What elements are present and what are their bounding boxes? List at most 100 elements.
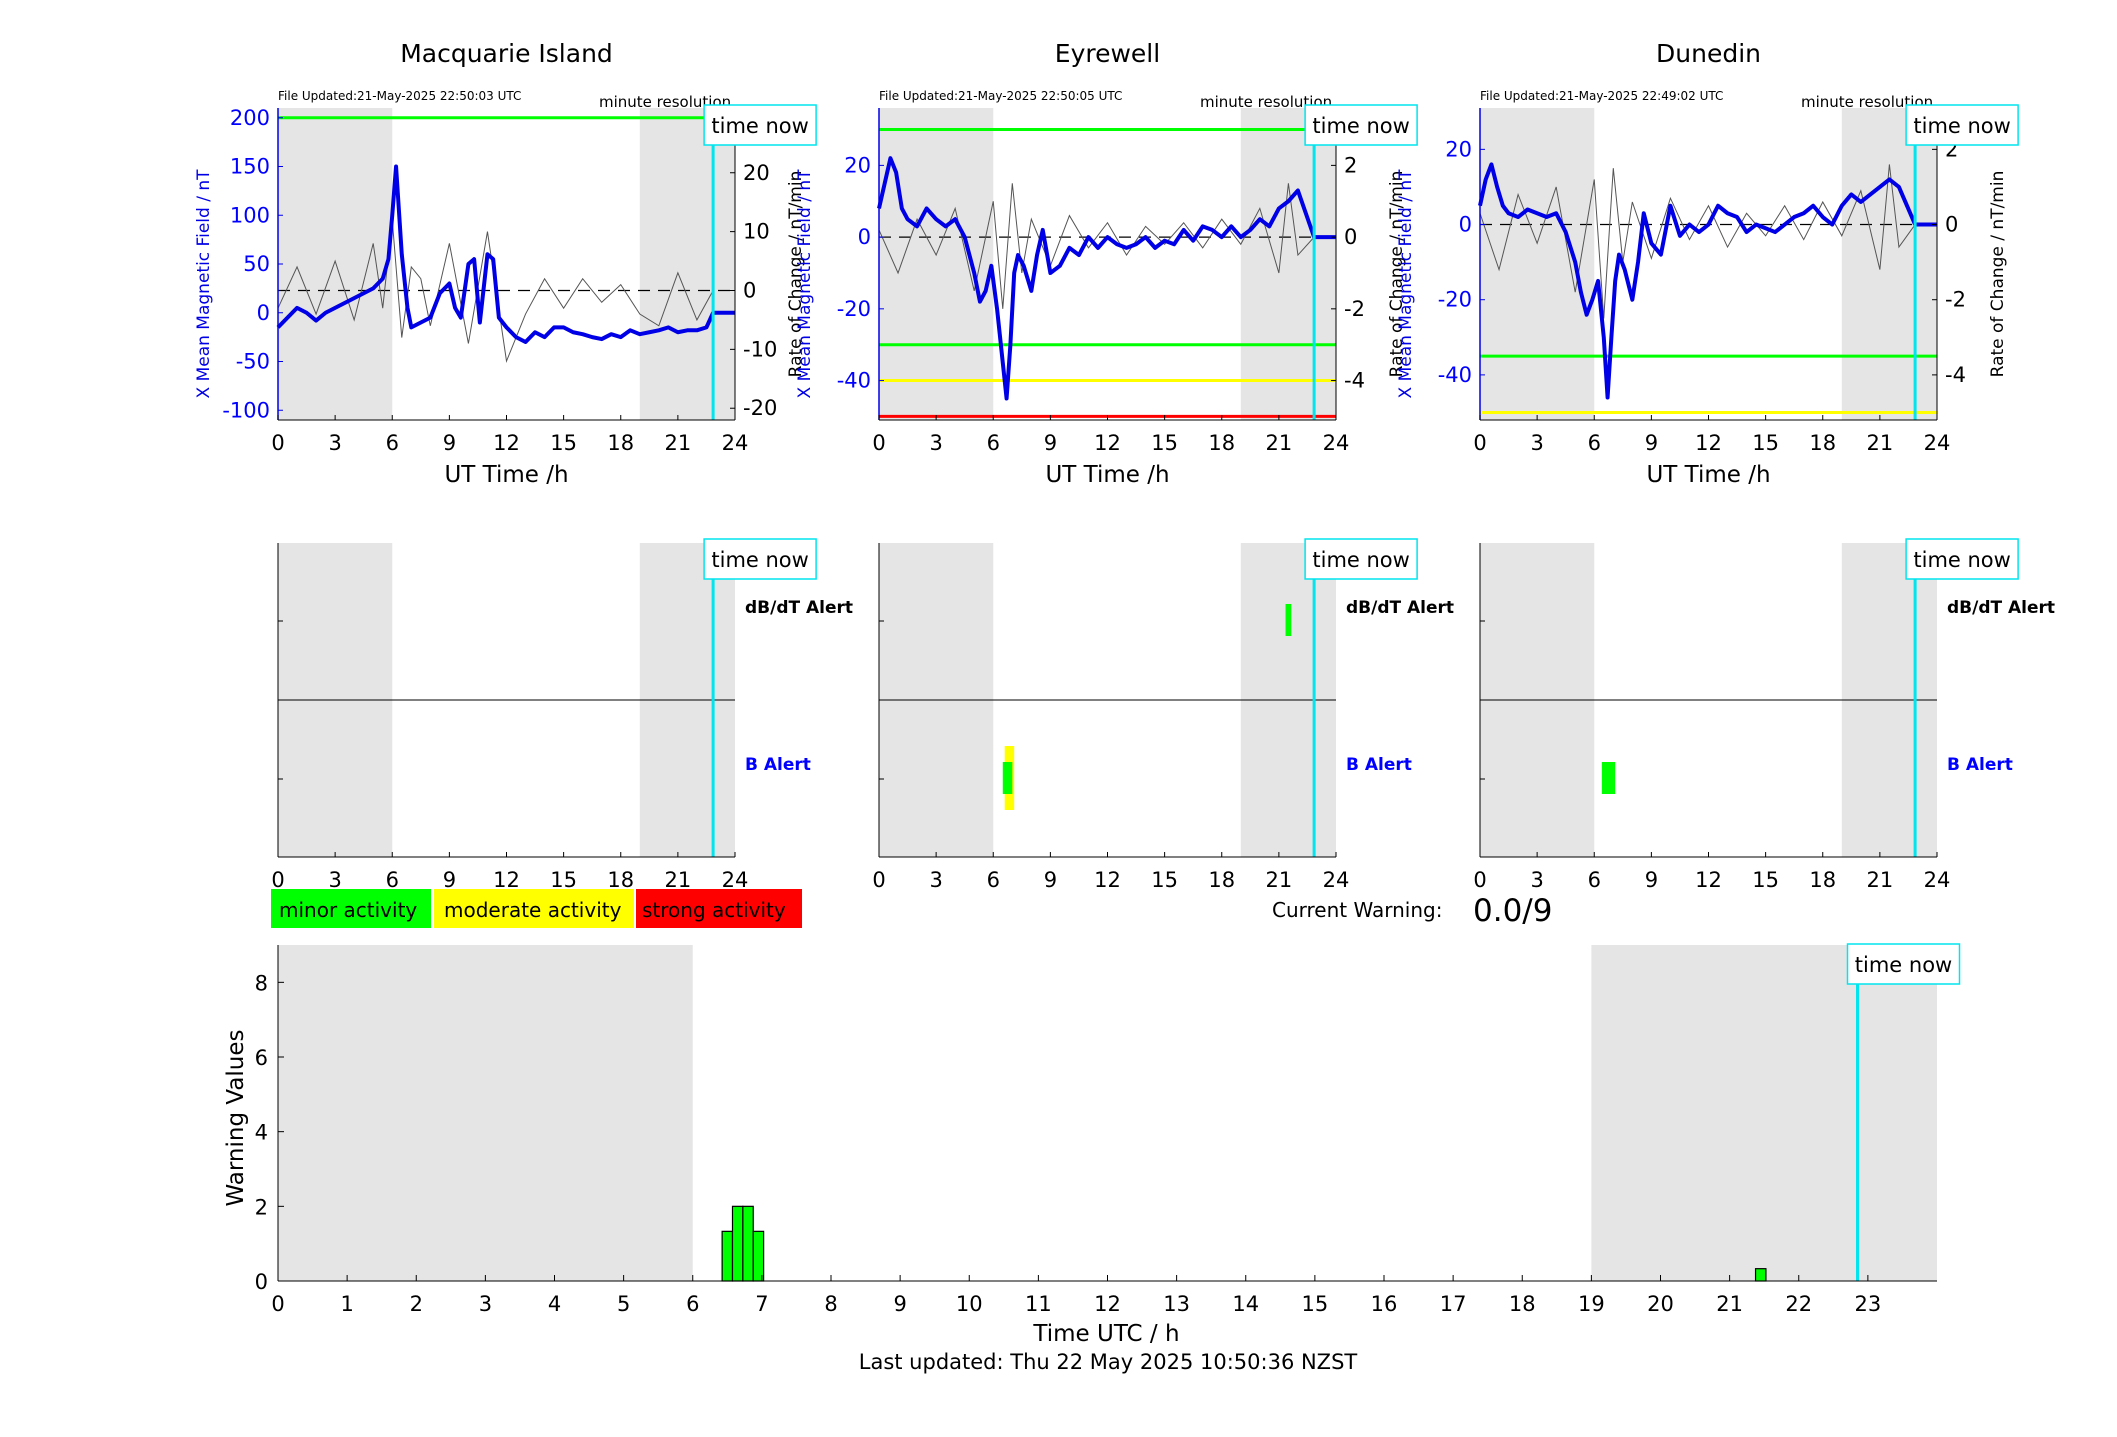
x-tick-label: 24 — [722, 868, 749, 892]
y2-tick-label: -4 — [1344, 369, 1365, 393]
x-mean-field-series — [1478, 162, 1937, 400]
x-tick-label: 21 — [665, 868, 692, 892]
x-tick-label: 18 — [607, 431, 634, 455]
current-warning-label: Current Warning: — [1272, 898, 1442, 922]
alert-plot-3: 0 3 6 9 12 15 18 21 24 dB/dT Alert B Alert time now — [1473, 538, 2055, 892]
x-tick-label: 18 — [1208, 431, 1235, 455]
x-tick-label: 3 — [929, 868, 942, 892]
x-tick-label: 6 — [987, 431, 1000, 455]
x-tick-label: 9 — [1645, 431, 1658, 455]
station-title: Eyrewell — [1055, 39, 1160, 68]
x-tick-label: 24 — [1924, 868, 1951, 892]
y-tick-label: 50 — [243, 252, 270, 276]
y-axis-label: X Mean Magnetic Field / nT — [1396, 169, 1416, 399]
warning-bar — [731, 1205, 744, 1282]
x-tick-label: 22 — [1785, 1292, 1812, 1316]
night-shade — [1591, 945, 1937, 1281]
x-tick-label: 12 — [1695, 431, 1722, 455]
x-tick-label: 6 — [386, 868, 399, 892]
y-tick-label: 2 — [255, 1195, 268, 1219]
y2-axis-label: Rate of Change / nT/min — [1988, 171, 2008, 378]
dbdt-alert-bar — [1285, 604, 1292, 636]
x-tick-label: 21 — [665, 431, 692, 455]
legend-strong-label: strong activity — [642, 898, 786, 922]
rate-of-change-series — [878, 183, 1315, 309]
legend-strong-swatch — [636, 889, 802, 928]
legend-moderate-label: moderate activity — [444, 898, 622, 922]
x-tick-label: 21 — [1266, 431, 1293, 455]
x-tick-label: 24 — [1323, 431, 1350, 455]
time-now-label: time now — [1312, 114, 1409, 138]
y-tick-label: 200 — [230, 106, 270, 130]
y2-tick-label: 10 — [743, 220, 770, 244]
x-tick-label: 3 — [1530, 431, 1543, 455]
y-axis-label: Warning Values — [223, 1029, 249, 1206]
y2-tick-label: 0 — [1945, 213, 1958, 237]
legend-moderate-swatch — [434, 889, 634, 928]
y-tick-label: -40 — [837, 369, 871, 393]
x-tick-label: 21 — [1867, 431, 1894, 455]
x-tick-label: 9 — [1044, 868, 1057, 892]
y-tick-label: -50 — [236, 350, 270, 374]
y2-tick-label: 0 — [743, 278, 756, 302]
x-axis-label: UT Time /h — [1646, 462, 1770, 488]
x-tick-label: 18 — [1809, 868, 1836, 892]
station-plot-dunedin: 0 3 6 9 12 15 18 21 24200-20-4020-2-4DunedinFile… — [1396, 39, 2019, 488]
x-tick-label: 21 — [1867, 868, 1894, 892]
alert-plot-1: 0 3 6 9 12 15 18 21 24 dB/dT Alert B Alert time now — [271, 538, 853, 892]
resolution-label: minute resolution — [1801, 93, 1933, 111]
dbdt-alert-label: dB/dT Alert — [1947, 598, 2055, 618]
time-now-label: time now — [1855, 953, 1952, 977]
x-tick-label: 12 — [493, 431, 520, 455]
night-shade — [879, 108, 994, 420]
time-now-box — [1846, 943, 1961, 985]
y-tick-label: 0 — [1459, 213, 1472, 237]
y-tick-label: 8 — [255, 971, 268, 995]
x-tick-label: 0 — [872, 431, 885, 455]
x-tick-label: 18 — [1809, 431, 1836, 455]
x-tick-label: 9 — [1645, 868, 1658, 892]
x-tick-label: 0 — [1473, 868, 1486, 892]
x-tick-label: 21 — [1716, 1292, 1743, 1316]
station-plot-eyrewell: 0 3 6 9 12 15 18 21 24200-20-4020-2-4EyrewellFil… — [795, 39, 1418, 488]
x-tick-label: 12 — [1094, 1292, 1121, 1316]
warning-bar — [1754, 1268, 1767, 1282]
y2-axis-label: Rate of Change / nT/min — [1387, 171, 1407, 378]
station-alert-plots: 0 3 6 9 12 15 18 21 24 dB/dT Alert B Alert time now… — [271, 538, 2055, 892]
y-tick-label: 20 — [844, 153, 871, 177]
b-alert-label: B Alert — [1346, 755, 1412, 775]
x-tick-label: 0 — [271, 868, 284, 892]
x-tick-label: 12 — [1094, 431, 1121, 455]
y-tick-label: 0 — [858, 225, 871, 249]
x-tick-label: 18 — [1509, 1292, 1536, 1316]
x-tick-label: 23 — [1855, 1292, 1882, 1316]
x-tick-label: 15 — [1302, 1292, 1329, 1316]
x-axis-label: UT Time /h — [444, 462, 568, 488]
time-now-box — [703, 538, 817, 580]
y-tick-label: 150 — [230, 155, 270, 179]
x-tick-label: 1 — [340, 1292, 353, 1316]
y-tick-label: 0 — [255, 1270, 268, 1294]
x-tick-label: 6 — [1588, 868, 1601, 892]
y-tick-label: -20 — [837, 297, 871, 321]
warning-bar — [721, 1230, 734, 1282]
b-alert-label: B Alert — [1947, 755, 2013, 775]
y-tick-label: 6 — [255, 1046, 268, 1070]
x-tick-label: 9 — [893, 1292, 906, 1316]
y2-tick-label: 20 — [743, 161, 770, 185]
x-tick-label: 15 — [550, 431, 577, 455]
time-now-label: time now — [1913, 114, 2010, 138]
y2-tick-label: 2 — [1344, 153, 1357, 177]
y2-tick-label: -2 — [1344, 297, 1365, 321]
time-now-box — [1304, 538, 1418, 580]
file-updated-text: File Updated:21-May-2025 22:50:05 UTC — [879, 89, 1122, 103]
night-shade — [1841, 108, 1937, 420]
y2-tick-label: -20 — [743, 396, 777, 420]
x-tick-label: 15 — [1151, 431, 1178, 455]
y2-tick-label: 0 — [1344, 225, 1357, 249]
x-tick-label: 0 — [271, 431, 284, 455]
x-tick-label: 15 — [1752, 868, 1779, 892]
x-tick-label: 12 — [493, 868, 520, 892]
dbdt-alert-label: dB/dT Alert — [745, 598, 853, 618]
